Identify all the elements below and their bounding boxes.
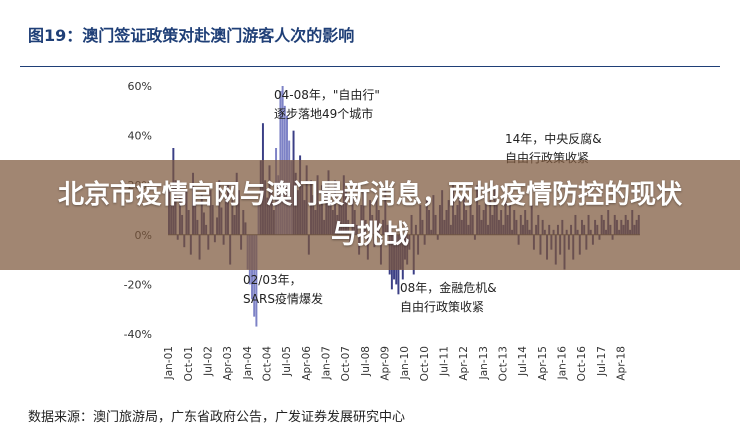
- x-tick-label: Oct-07: [340, 346, 352, 381]
- x-tick-label: Oct-01: [183, 346, 195, 381]
- x-tick-label: Jul-14: [517, 346, 529, 377]
- x-tick-label: Apr-03: [222, 346, 234, 381]
- bar: [255, 234, 258, 327]
- x-tick-label: Jul-17: [596, 346, 608, 377]
- y-tick-label: 60%: [128, 80, 152, 93]
- annotation-text: 02/03年，: [243, 273, 302, 287]
- annotation-text: 04-08年，"自由行": [274, 88, 380, 102]
- x-tick-label: Jan-10: [399, 346, 411, 380]
- x-tick-label: Oct-16: [576, 346, 588, 382]
- x-tick-label: Jan-01: [163, 346, 175, 380]
- x-tick-label: Oct-04: [261, 346, 273, 382]
- annotation-text: 自由行政策收紧: [400, 300, 484, 314]
- bar: [253, 234, 256, 317]
- x-tick-label: Apr-12: [458, 346, 470, 381]
- data-source-note: 数据来源：澳门旅游局，广东省政府公告，广发证券发展研究中心: [28, 410, 406, 425]
- x-tick-label: Jul-05: [281, 346, 293, 377]
- x-tick-label: Jul-08: [360, 346, 372, 377]
- x-tick-label: Apr-18: [615, 346, 627, 381]
- annotation-text: SARS疫情爆发: [243, 291, 323, 306]
- annotation-text: 14年，中央反腐&: [505, 131, 602, 146]
- x-tick-label: Jan-16: [556, 346, 568, 381]
- headline-banner: 北京市疫情官网与澳门最新消息，两地疫情防控的现状与挑战: [0, 160, 740, 270]
- x-tick-label: Jan-04: [242, 346, 254, 381]
- x-tick-label: Jan-13: [478, 346, 490, 380]
- x-tick-label: Jul-02: [202, 346, 214, 377]
- headline-text: 北京市疫情官网与澳门最新消息，两地疫情防控的现状与挑战: [57, 180, 682, 250]
- y-tick-label: -20%: [124, 278, 152, 291]
- figure-title: 图19：澳门签证政策对赴澳门游客人次的影响: [28, 26, 355, 45]
- x-tick-label: Apr-09: [379, 346, 391, 381]
- x-tick-label: Apr-06: [301, 346, 313, 381]
- x-tick-label: Oct-10: [419, 346, 431, 381]
- annotation-text: 08年，金融危机&: [400, 280, 497, 295]
- x-tick-label: Oct-13: [497, 346, 509, 381]
- x-tick-label: Jul-11: [438, 346, 450, 377]
- x-tick-label: Jan-07: [320, 346, 332, 380]
- x-tick-label: Apr-15: [537, 346, 549, 381]
- annotation-text: 逐步落地49个城市: [274, 106, 373, 121]
- y-tick-label: -40%: [124, 328, 152, 341]
- title-divider: [20, 66, 720, 67]
- y-tick-label: 40%: [128, 130, 152, 143]
- x-axis: Jan-01 Oct-01 Jul-02 Apr-03 Jan-04 Oct-04 Jul-…: [163, 346, 627, 382]
